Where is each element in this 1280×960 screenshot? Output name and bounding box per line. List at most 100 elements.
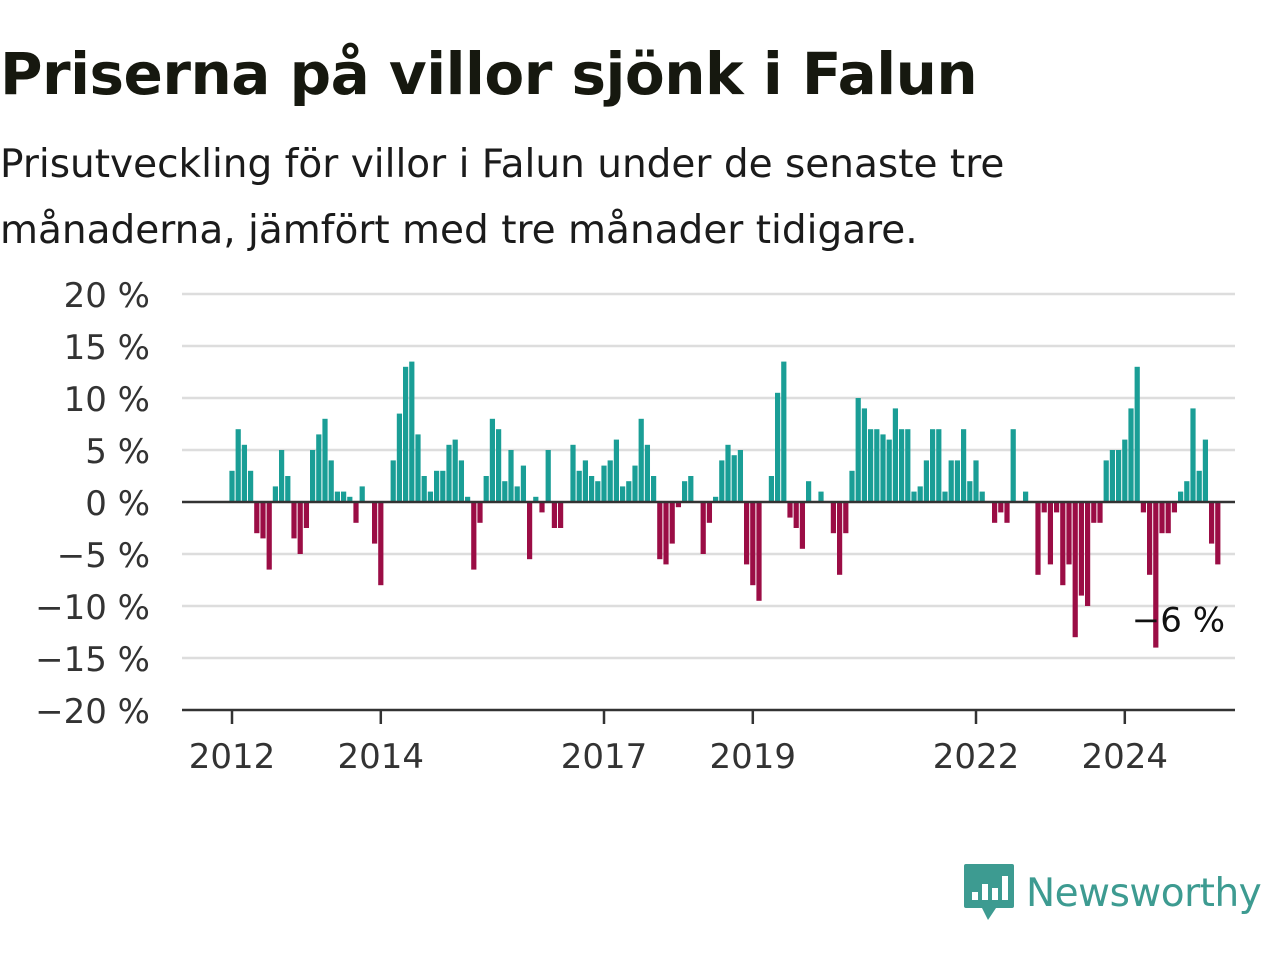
bar bbox=[1103, 460, 1109, 502]
bar bbox=[948, 460, 954, 502]
bar bbox=[855, 398, 861, 502]
bar bbox=[279, 450, 285, 502]
bar bbox=[452, 439, 458, 502]
bar bbox=[620, 486, 626, 502]
bar bbox=[917, 486, 923, 502]
bar bbox=[1097, 502, 1103, 523]
y-tick-label: −10 % bbox=[35, 588, 150, 628]
bar bbox=[861, 408, 868, 502]
bar bbox=[533, 496, 539, 502]
bar bbox=[750, 502, 756, 586]
bar bbox=[849, 470, 855, 502]
bar bbox=[607, 460, 613, 502]
x-axis-tick-labels: 2012 2014 2017 2019 2022 2024 bbox=[189, 710, 1168, 777]
bar bbox=[923, 460, 930, 502]
bar bbox=[266, 502, 272, 570]
bar bbox=[539, 502, 545, 513]
bar bbox=[1122, 439, 1128, 502]
bar bbox=[489, 418, 496, 502]
bar bbox=[396, 413, 403, 502]
bar bbox=[756, 502, 762, 601]
bar bbox=[440, 470, 446, 502]
bar bbox=[558, 502, 564, 528]
bar bbox=[1091, 502, 1097, 523]
bar bbox=[768, 476, 775, 502]
bar bbox=[595, 481, 601, 502]
bar bbox=[669, 502, 675, 544]
bar bbox=[954, 460, 961, 502]
bar bbox=[477, 502, 483, 523]
bar bbox=[837, 502, 843, 575]
x-tick-label: 2017 bbox=[561, 737, 648, 777]
bar bbox=[830, 502, 837, 534]
bar bbox=[1190, 408, 1196, 502]
x-tick-label: 2019 bbox=[710, 737, 797, 777]
y-tick-label: −20 % bbox=[35, 692, 150, 732]
bar bbox=[285, 476, 291, 502]
bar bbox=[874, 429, 880, 502]
bar bbox=[892, 408, 899, 502]
bar bbox=[1140, 502, 1147, 513]
bar bbox=[1109, 450, 1116, 502]
axes bbox=[182, 500, 1235, 712]
bar bbox=[458, 460, 465, 502]
bar bbox=[793, 502, 799, 528]
bar bbox=[322, 418, 328, 502]
bar bbox=[1035, 502, 1041, 575]
bar bbox=[613, 439, 620, 502]
annotations: −6 % bbox=[1132, 600, 1225, 640]
bar bbox=[1165, 502, 1171, 534]
bar bbox=[799, 502, 806, 549]
bar bbox=[446, 444, 452, 502]
bar bbox=[272, 486, 279, 502]
bar bbox=[979, 491, 985, 502]
bar bbox=[1196, 470, 1202, 502]
bar bbox=[390, 460, 396, 502]
bar bbox=[1054, 502, 1060, 513]
bar bbox=[415, 434, 421, 502]
bar bbox=[1078, 502, 1085, 596]
x-tick-label: 2014 bbox=[338, 737, 425, 777]
bar bbox=[632, 465, 638, 502]
bar bbox=[316, 434, 322, 502]
bar bbox=[725, 444, 731, 502]
bar bbox=[328, 460, 334, 502]
bar bbox=[719, 460, 725, 502]
bar bbox=[713, 496, 719, 502]
bar bbox=[409, 361, 415, 502]
bar bbox=[347, 496, 353, 502]
bar bbox=[403, 366, 409, 502]
bar bbox=[254, 502, 260, 534]
bar bbox=[502, 481, 508, 502]
bars bbox=[229, 361, 1221, 648]
bar bbox=[310, 450, 316, 502]
bar-chart: 20 % 15 % 10 % 5 % 0 % −5 % −10 % −15 % −20 % 20… bbox=[35, 276, 1235, 777]
bar bbox=[638, 418, 644, 502]
bar bbox=[657, 502, 663, 560]
bar bbox=[570, 444, 576, 502]
bar bbox=[471, 502, 477, 570]
bar bbox=[1116, 450, 1122, 502]
bar bbox=[527, 502, 533, 560]
x-tick-label: 2022 bbox=[933, 737, 1020, 777]
bar bbox=[737, 450, 744, 502]
bar bbox=[372, 502, 378, 544]
x-tick-label: 2012 bbox=[189, 737, 276, 777]
bar bbox=[787, 502, 793, 518]
bar bbox=[942, 491, 948, 502]
bar bbox=[1202, 439, 1209, 502]
y-tick-label: 15 % bbox=[64, 328, 150, 368]
bar bbox=[545, 450, 551, 502]
bar bbox=[353, 502, 359, 523]
bar bbox=[589, 476, 595, 502]
bar bbox=[1010, 429, 1016, 502]
bar bbox=[341, 491, 347, 502]
bar bbox=[675, 502, 682, 508]
bar bbox=[1215, 502, 1221, 565]
bar bbox=[551, 502, 558, 528]
bar bbox=[967, 481, 973, 502]
bar bbox=[483, 476, 489, 502]
bar bbox=[291, 502, 297, 539]
bar bbox=[601, 465, 607, 502]
y-tick-label: −15 % bbox=[35, 640, 150, 680]
